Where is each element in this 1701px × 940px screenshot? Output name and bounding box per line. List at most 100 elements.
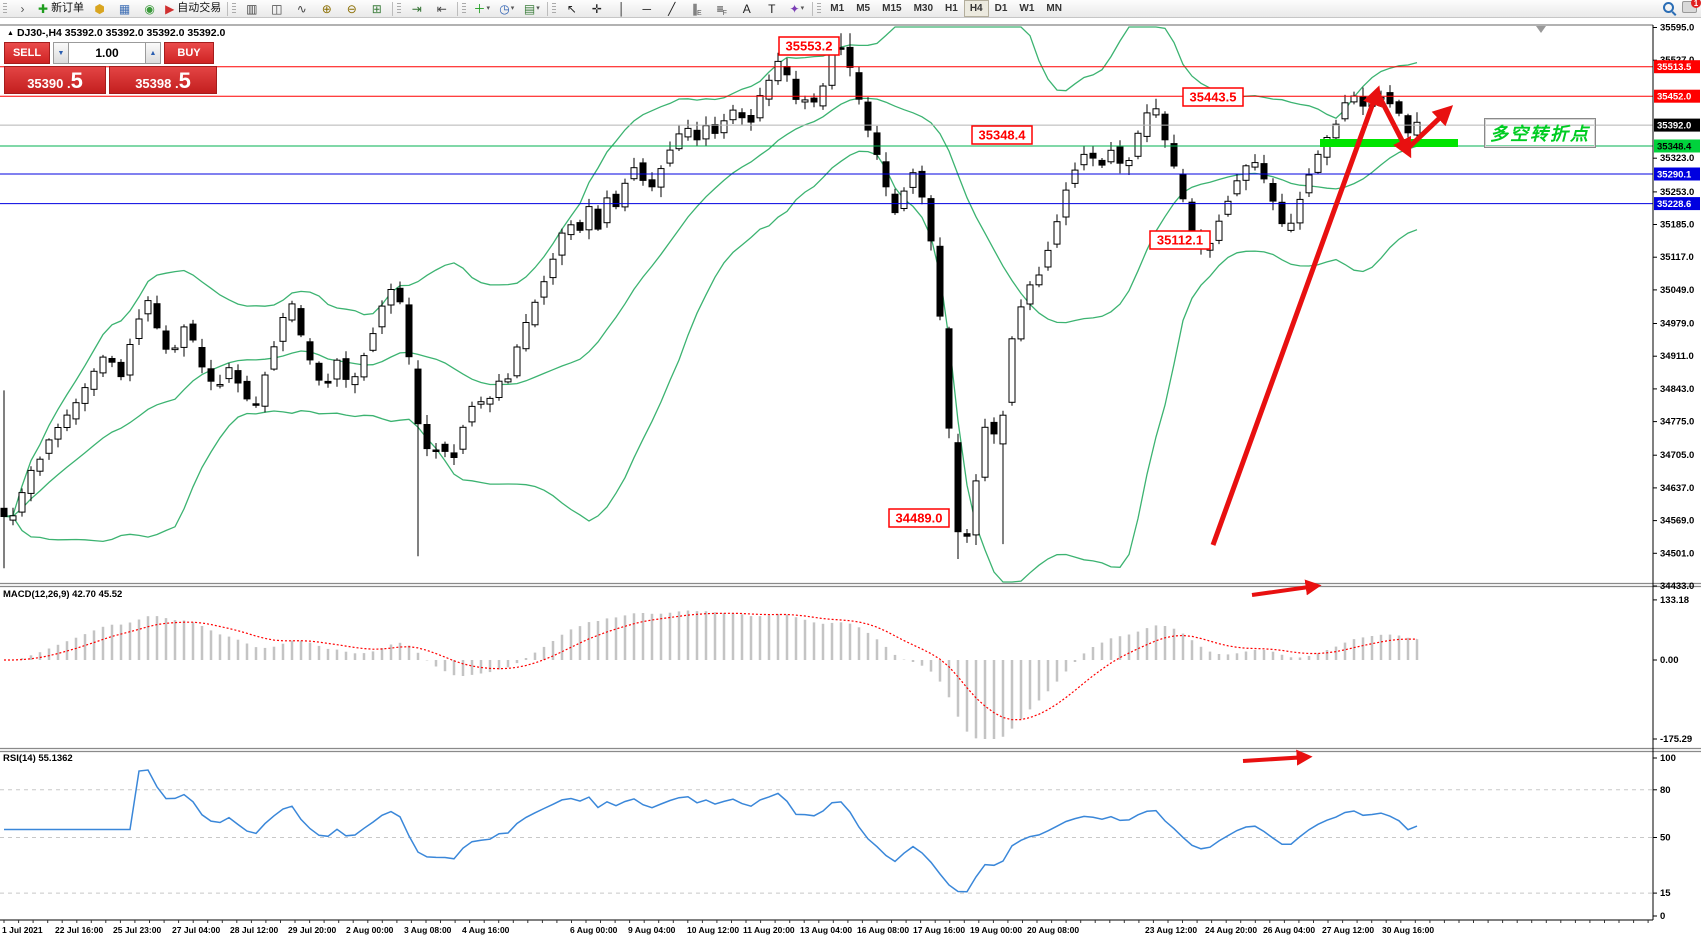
timeframe-m15-button[interactable]: M15 bbox=[882, 3, 902, 14]
timeframe-h4-button[interactable]: H4 bbox=[963, 0, 989, 17]
vertical-line-tool-button[interactable]: │ bbox=[609, 0, 634, 18]
chart-window-icon: ▦ bbox=[118, 1, 131, 16]
arrows-tool-button[interactable]: ✦ ▾ bbox=[784, 0, 809, 18]
line-chart-button[interactable]: ∿ bbox=[289, 0, 314, 18]
text-tool-button[interactable]: A bbox=[734, 0, 759, 18]
chevron-down-icon: ▾ bbox=[510, 5, 515, 12]
tile-windows-button[interactable]: ⊞ bbox=[364, 0, 389, 18]
timeframe-mn-button[interactable]: MN bbox=[1046, 3, 1062, 14]
trend-arrow bbox=[1251, 579, 1322, 597]
styles-bucket-button[interactable]: ⬢ bbox=[87, 0, 112, 18]
expand-button[interactable]: › bbox=[10, 0, 35, 18]
svg-text:35253.0: 35253.0 bbox=[1660, 187, 1694, 198]
svg-text:9 Aug 04:00: 9 Aug 04:00 bbox=[628, 925, 676, 935]
indicators-icon: ＋ bbox=[473, 1, 486, 16]
volume-input[interactable] bbox=[69, 42, 145, 64]
timeframe-w1-button[interactable]: W1 bbox=[1019, 3, 1035, 14]
price-annotation-box bbox=[888, 508, 950, 528]
rsi-indicator-label: RSI(14) 55.1362 bbox=[3, 753, 73, 764]
text-label-tool-button[interactable]: T bbox=[759, 0, 784, 18]
price-annotation-box bbox=[1149, 230, 1211, 250]
zoom-in-icon: ⊕ bbox=[321, 1, 332, 16]
notifications-icon[interactable]: 1 bbox=[1682, 0, 1701, 13]
macd-indicator-label: MACD(12,26,9) 42.70 45.52 bbox=[3, 589, 123, 600]
svg-text:35049.0: 35049.0 bbox=[1660, 285, 1694, 296]
sell-price-button[interactable]: 35390 .5 bbox=[4, 66, 106, 94]
indicators-button[interactable]: ＋ ▾ bbox=[469, 0, 494, 18]
arrows-tool-icon: ✦ bbox=[789, 1, 800, 16]
buy-price-button[interactable]: 35398 .5 bbox=[109, 66, 217, 94]
candlestick-chart-button[interactable]: ◫ bbox=[264, 0, 289, 18]
fibonacci-tool-button[interactable]: ≡ F bbox=[716, 1, 727, 17]
svg-text:35112.1: 35112.1 bbox=[1157, 233, 1203, 248]
cursor-tool-button[interactable]: ↖ bbox=[559, 0, 584, 18]
svg-text:133.18: 133.18 bbox=[1660, 595, 1689, 606]
volume-decrease-button[interactable]: ▼ bbox=[53, 42, 69, 64]
periods-button[interactable]: ◷ ▾ bbox=[494, 0, 519, 18]
text-label-tool-icon: T bbox=[768, 1, 776, 16]
svg-text:1 Jul 2021: 1 Jul 2021 bbox=[2, 925, 43, 935]
buy-price: 35398 . bbox=[135, 76, 179, 92]
chart-shift-icon: ⇤ bbox=[436, 1, 447, 16]
chevron-down-icon: ▾ bbox=[486, 5, 491, 12]
svg-text:35290.1: 35290.1 bbox=[1657, 170, 1692, 181]
chart-window-button[interactable]: ▦ bbox=[112, 0, 137, 18]
zoom-out-button[interactable]: ⊖ bbox=[339, 0, 364, 18]
new-order-button[interactable]: ✚ 新订单 bbox=[38, 1, 85, 16]
signals-button[interactable]: ◉ bbox=[137, 0, 162, 18]
autotrading-button[interactable]: ▶ 自动交易 bbox=[165, 1, 222, 16]
new-order-icon: ✚ bbox=[38, 1, 49, 16]
svg-text:17 Aug 16:00: 17 Aug 16:00 bbox=[913, 925, 965, 935]
buy-button[interactable]: BUY bbox=[164, 42, 214, 64]
svg-text:27 Aug 12:00: 27 Aug 12:00 bbox=[1322, 925, 1374, 935]
svg-text:34501.0: 34501.0 bbox=[1660, 548, 1694, 559]
fibonacci-tool-icon: ≡ bbox=[716, 1, 724, 16]
svg-text:35185.0: 35185.0 bbox=[1660, 220, 1694, 231]
text-tool-icon: A bbox=[742, 1, 751, 16]
crosshair-tool-icon: ✛ bbox=[591, 1, 602, 16]
time-axis: 1 Jul 2021 22 Jul 16:00 25 Jul 23:00 27 Jul… bbox=[2, 920, 1649, 935]
search-icon[interactable] bbox=[1663, 1, 1674, 13]
trend-arrow bbox=[1402, 105, 1454, 154]
cursor-tool-icon: ↖ bbox=[566, 1, 577, 16]
svg-text:35553.2: 35553.2 bbox=[786, 39, 833, 54]
signals-icon: ◉ bbox=[144, 1, 155, 16]
turning-point-annotation: 多空转折点 bbox=[1484, 118, 1596, 148]
timeframe-d1-button[interactable]: D1 bbox=[994, 3, 1008, 14]
horizontal-line-tool-button[interactable]: ─ bbox=[634, 0, 659, 18]
auto-scroll-button[interactable]: ⇥ bbox=[404, 0, 429, 18]
svg-text:35117.0: 35117.0 bbox=[1660, 252, 1694, 263]
svg-text:34705.0: 34705.0 bbox=[1660, 450, 1694, 461]
sell-price: 35390 . bbox=[27, 76, 71, 92]
toolbar-separator bbox=[812, 1, 814, 16]
svg-text:11 Aug 20:00: 11 Aug 20:00 bbox=[743, 925, 795, 935]
sell-price-pips: 5 bbox=[70, 68, 83, 94]
svg-text:34569.0: 34569.0 bbox=[1660, 516, 1694, 527]
timeframe-h1-button[interactable]: H1 bbox=[945, 3, 958, 14]
toolbar-separator bbox=[392, 1, 394, 16]
bollinger-bands bbox=[3, 26, 1418, 583]
templates-button[interactable]: ▤ ▾ bbox=[519, 0, 544, 18]
crosshair-tool-button[interactable]: ✛ bbox=[584, 0, 609, 18]
svg-text:16 Aug 08:00: 16 Aug 08:00 bbox=[857, 925, 909, 935]
zoom-in-button[interactable]: ⊕ bbox=[314, 0, 339, 18]
collapse-icon[interactable]: ▲ bbox=[7, 30, 14, 37]
svg-text:80: 80 bbox=[1660, 785, 1671, 796]
timeframe-m1-button[interactable]: M1 bbox=[830, 3, 845, 14]
timeframe-m5-button[interactable]: M5 bbox=[856, 3, 871, 14]
trend-arrow bbox=[1374, 90, 1412, 159]
timeframe-m30-button[interactable]: M30 bbox=[913, 3, 934, 14]
equidistant-channel-tool-button[interactable]: ∥ E bbox=[691, 1, 702, 17]
chart-shift-button[interactable]: ⇤ bbox=[429, 0, 454, 18]
svg-text:10 Aug 12:00: 10 Aug 12:00 bbox=[687, 925, 739, 935]
chart-shift-marker bbox=[1536, 26, 1546, 33]
bar-chart-button[interactable]: ▥ bbox=[239, 0, 264, 18]
styles-bucket-icon: ⬢ bbox=[94, 1, 105, 16]
sell-button[interactable]: SELL bbox=[4, 42, 50, 64]
trendline-tool-button[interactable]: ╱ bbox=[659, 0, 684, 18]
volume-increase-button[interactable]: ▲ bbox=[145, 42, 161, 64]
candlestick-chart-icon: ◫ bbox=[271, 1, 283, 16]
toolbar-grip bbox=[3, 2, 7, 15]
symbol-title: ▲ DJ30-,H4 35392.0 35392.0 35392.0 35392.… bbox=[7, 27, 225, 39]
